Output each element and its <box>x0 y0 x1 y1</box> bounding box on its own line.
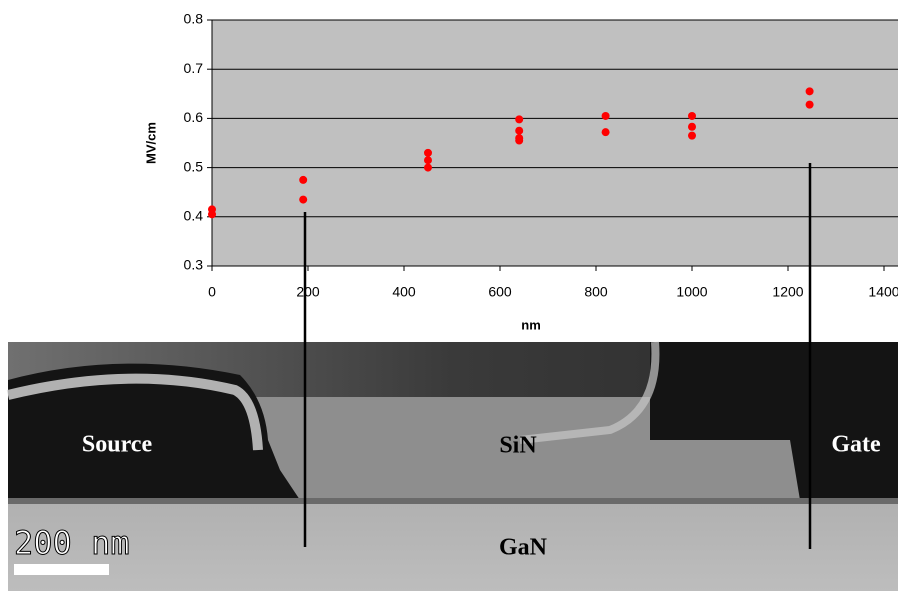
point <box>515 115 524 124</box>
point <box>424 148 432 157</box>
y-tick-label: 0.3 <box>184 257 204 273</box>
x-axis-label: nm <box>521 317 541 332</box>
x-tick-label: 1200 <box>772 284 803 300</box>
x-tick-label: 200 <box>296 284 320 300</box>
y-tick-label: 0.5 <box>184 158 204 174</box>
point <box>805 87 814 96</box>
y-tick-label: 0.7 <box>184 60 204 76</box>
point <box>688 122 696 131</box>
annotation: SiN <box>499 433 537 459</box>
y-tick-label: 0.8 <box>184 11 204 27</box>
scale-label: 200 nm <box>14 524 130 562</box>
gate-edge <box>519 341 660 444</box>
point <box>208 210 216 219</box>
scale-bar <box>14 564 109 575</box>
point <box>424 156 432 165</box>
gate-contact <box>650 342 898 500</box>
point <box>601 128 610 137</box>
x-tick-label: 400 <box>392 284 416 300</box>
source-edge <box>6 373 263 451</box>
interface <box>8 498 898 504</box>
x-tick-label: 1400 <box>868 284 898 300</box>
x-tick-label: 800 <box>584 284 608 300</box>
plot-area <box>211 19 898 267</box>
point <box>515 136 524 145</box>
point <box>424 163 432 172</box>
point <box>299 175 308 184</box>
x-tick-label: 1000 <box>676 284 707 300</box>
y-axis-label: MV/cm <box>143 122 158 164</box>
point <box>805 100 814 109</box>
micrograph <box>6 341 898 591</box>
source-contact <box>8 363 300 500</box>
point <box>601 111 610 120</box>
annotation: GaN <box>499 535 548 561</box>
y-tick-label: 0.6 <box>184 109 204 125</box>
x-tick-label: 0 <box>208 284 216 300</box>
y-tick-label: 0.4 <box>184 208 204 224</box>
annotation: Source <box>82 432 153 458</box>
annotation: Gate <box>831 432 881 458</box>
point <box>515 126 524 135</box>
point <box>299 195 308 204</box>
point <box>688 131 696 140</box>
x-tick-label: 600 <box>488 284 512 300</box>
point <box>688 111 696 120</box>
